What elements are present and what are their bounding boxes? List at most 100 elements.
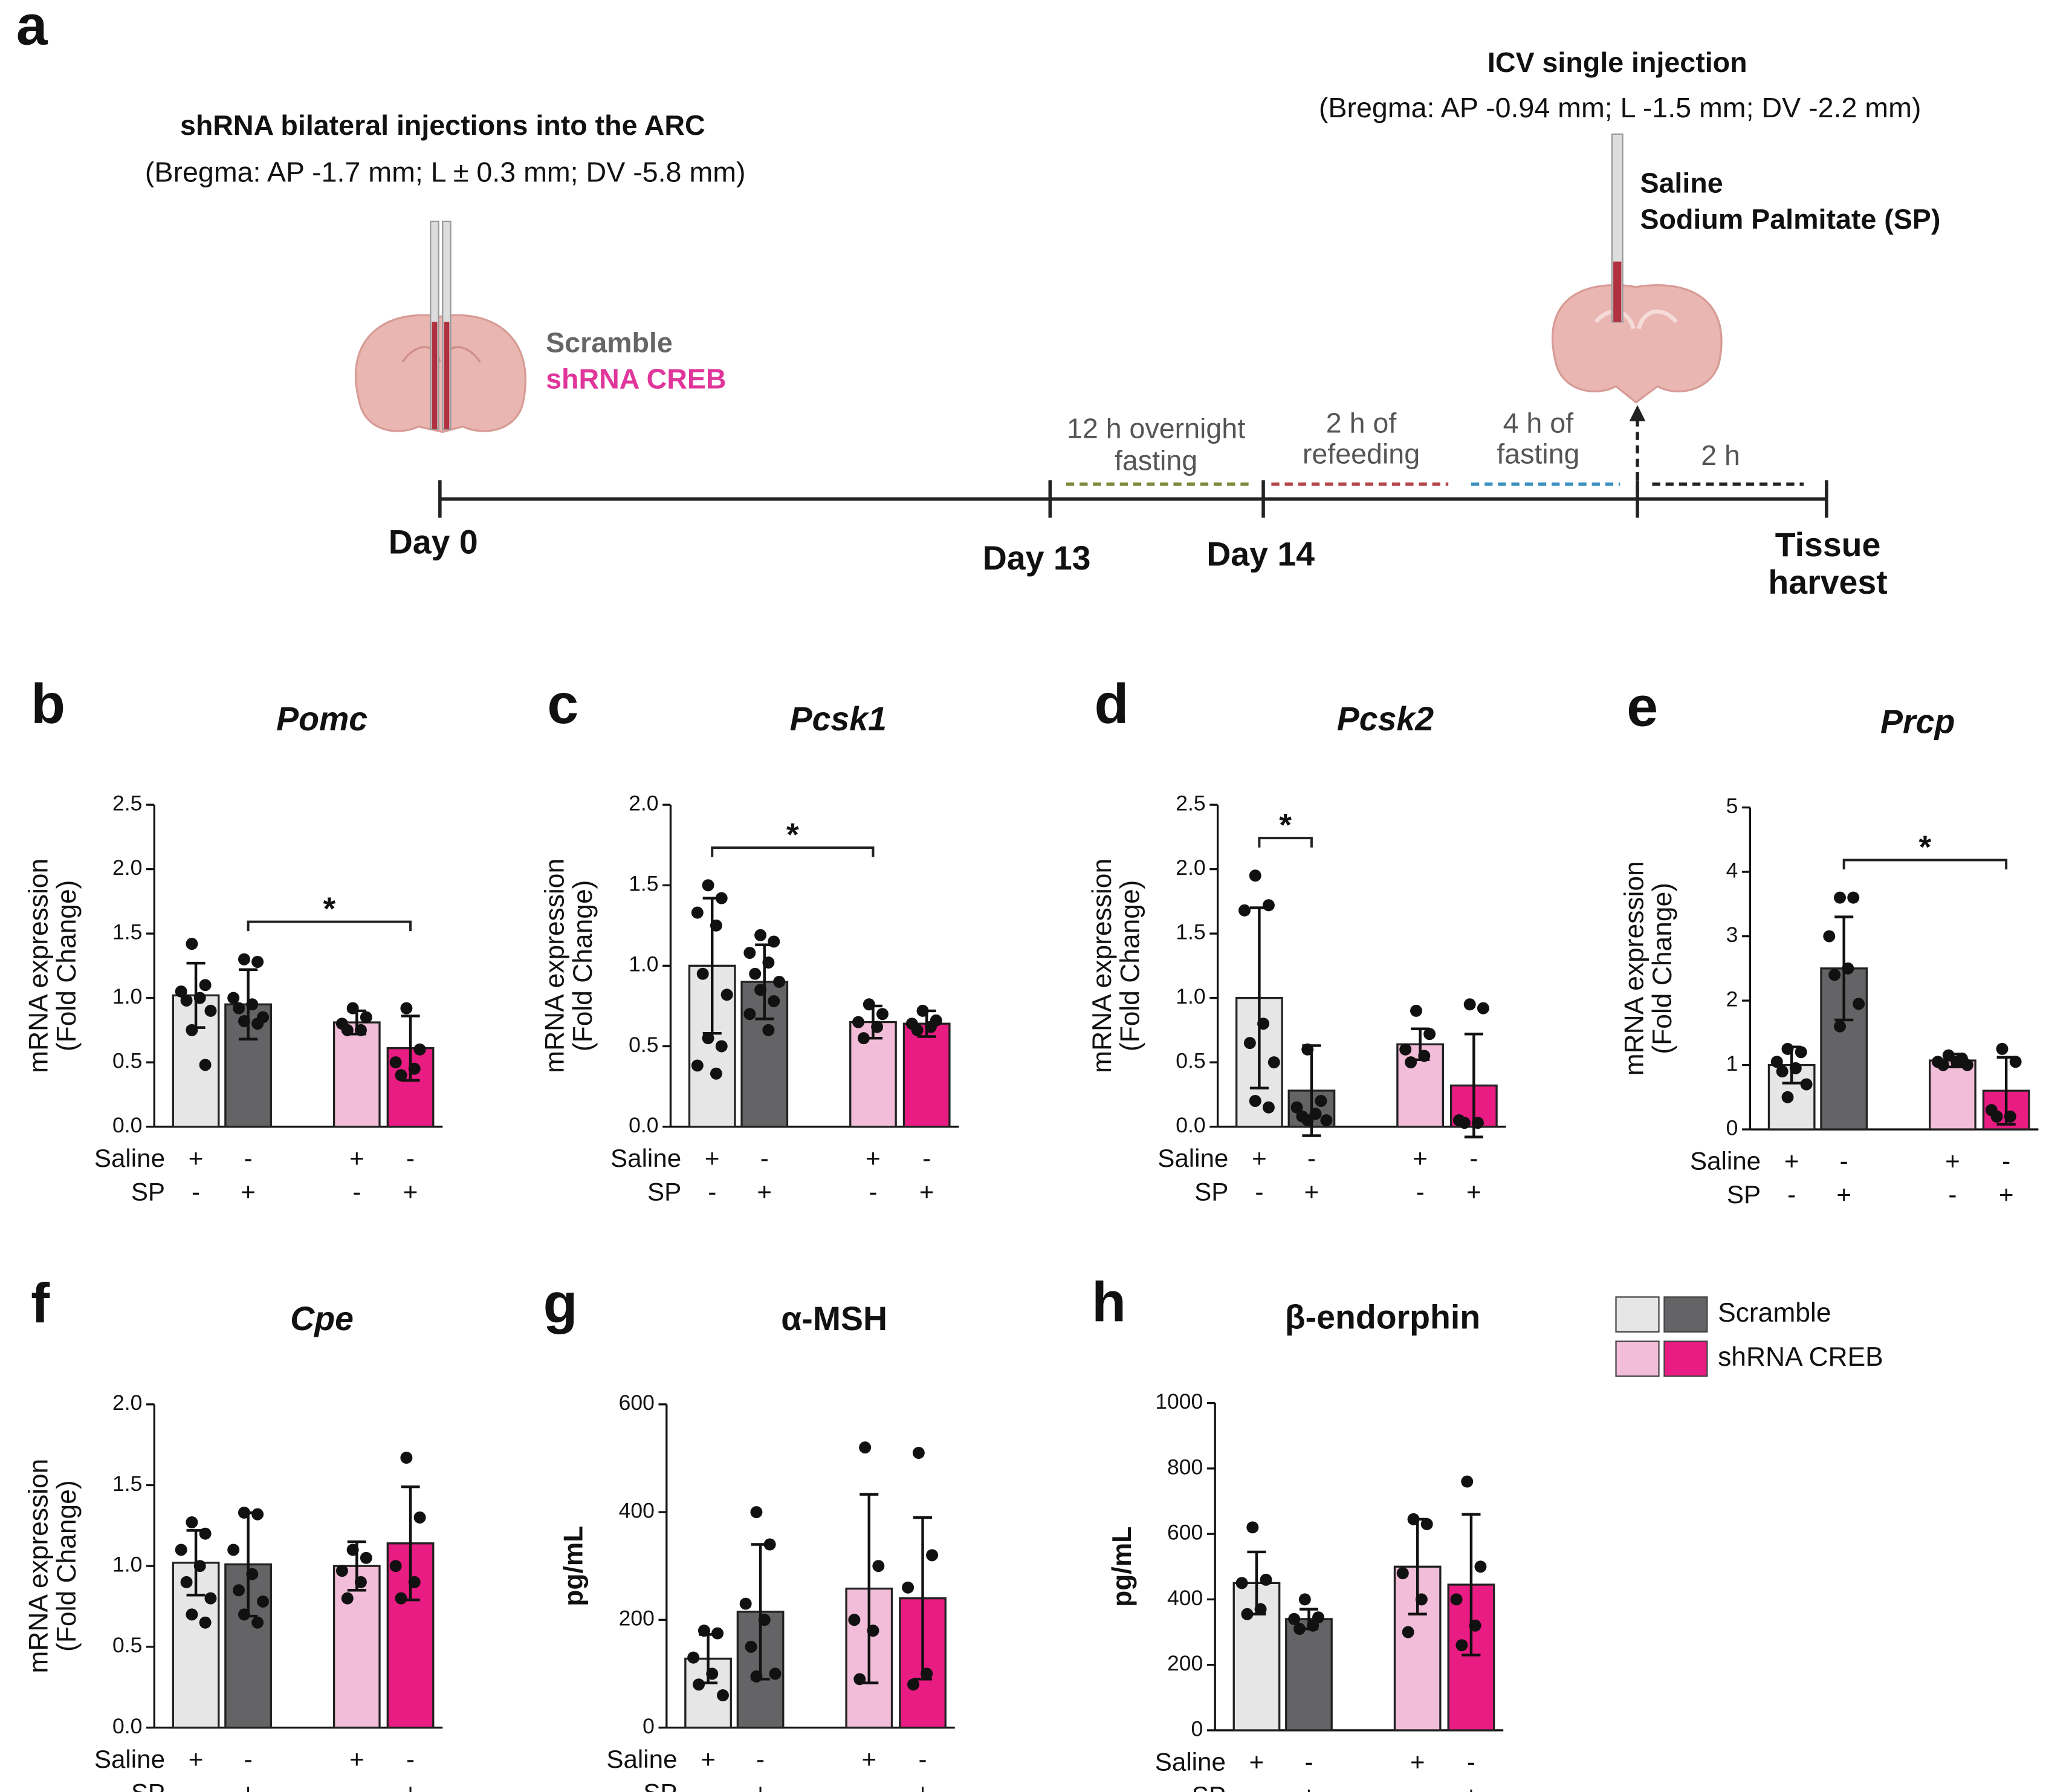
data-point bbox=[1477, 1002, 1489, 1014]
data-point bbox=[335, 1565, 348, 1577]
data-point bbox=[238, 1506, 250, 1519]
data-point bbox=[907, 1678, 919, 1691]
sp-sign: - bbox=[1787, 1180, 1796, 1209]
y-tick-label: 0.0 bbox=[112, 1113, 142, 1137]
data-point bbox=[1800, 1078, 1813, 1091]
y-axis-label: pg/mL bbox=[559, 1526, 589, 1606]
data-point bbox=[754, 929, 767, 941]
sp-sign: - bbox=[352, 1779, 361, 1792]
data-point bbox=[758, 1614, 771, 1626]
bar bbox=[1393, 1565, 1442, 1732]
data-point bbox=[749, 967, 762, 980]
saline-sign: + bbox=[861, 1745, 876, 1773]
sp-sign: - bbox=[1948, 1180, 1957, 1209]
data-point bbox=[693, 1678, 705, 1691]
brain-left bbox=[355, 220, 526, 433]
panel-letter: g bbox=[543, 1272, 578, 1335]
data-point bbox=[251, 955, 264, 968]
data-point bbox=[1795, 1046, 1807, 1059]
data-point bbox=[1847, 891, 1860, 904]
data-point bbox=[1298, 1593, 1311, 1606]
data-point bbox=[1823, 930, 1836, 943]
legend-swatch bbox=[1615, 1296, 1660, 1333]
saline-sign: + bbox=[1945, 1147, 1960, 1175]
saline-sign: - bbox=[1467, 1748, 1475, 1776]
arrow-head bbox=[1629, 405, 1646, 421]
data-point bbox=[716, 1689, 729, 1702]
chart-title: Prcp bbox=[1880, 703, 1955, 741]
data-point bbox=[1951, 1056, 1963, 1068]
y-tick-label: 2.0 bbox=[112, 1391, 142, 1415]
y-tick-label: 600 bbox=[619, 1391, 655, 1415]
row-label: Saline bbox=[94, 1745, 165, 1773]
sp-sign: + bbox=[1836, 1180, 1851, 1209]
icv-title: ICV single injection bbox=[1488, 47, 1747, 78]
data-point bbox=[720, 989, 733, 1001]
data-point bbox=[745, 1640, 757, 1653]
chart-title: Pcsk2 bbox=[1337, 700, 1434, 738]
data-point bbox=[853, 1673, 866, 1686]
data-point bbox=[1243, 1037, 1256, 1050]
data-point bbox=[1458, 1117, 1471, 1129]
row-label: SP bbox=[131, 1178, 165, 1206]
data-point bbox=[400, 1452, 413, 1464]
chart-title: β-endorphin bbox=[1285, 1299, 1480, 1336]
row-label: Saline bbox=[1690, 1147, 1761, 1175]
data-point bbox=[911, 1024, 924, 1036]
data-point bbox=[1461, 1475, 1474, 1488]
data-point bbox=[233, 1584, 245, 1597]
end-label: harvest bbox=[1768, 563, 1887, 601]
y-tick-label: 1.0 bbox=[112, 1553, 142, 1577]
data-point bbox=[246, 1568, 259, 1580]
data-point bbox=[1309, 1108, 1322, 1120]
y-tick-label: 200 bbox=[619, 1606, 655, 1631]
bar bbox=[386, 1542, 435, 1729]
sp-sign: - bbox=[1255, 1178, 1263, 1206]
data-point bbox=[186, 1608, 198, 1621]
sp-sign: + bbox=[1301, 1781, 1316, 1792]
data-point bbox=[754, 984, 767, 996]
saline-sign: - bbox=[2002, 1147, 2010, 1175]
sp-sign: - bbox=[192, 1178, 200, 1206]
data-point bbox=[354, 1024, 367, 1036]
legend-swatch bbox=[1663, 1340, 1708, 1377]
data-point bbox=[193, 992, 206, 1004]
data-point bbox=[1235, 1577, 1248, 1589]
y-tick-label: 1.5 bbox=[629, 872, 658, 896]
y-tick-label: 200 bbox=[1167, 1651, 1203, 1675]
saline-sign: + bbox=[1410, 1748, 1425, 1776]
data-point bbox=[1463, 998, 1476, 1011]
sp-sign: + bbox=[919, 1178, 934, 1206]
data-point bbox=[739, 1597, 752, 1610]
data-point bbox=[1288, 1612, 1301, 1625]
y-axis-label: mRNA expression bbox=[1087, 859, 1117, 1073]
phase-label: refeeding bbox=[1303, 438, 1420, 470]
y-tick-label: 1.0 bbox=[1176, 984, 1205, 1008]
arc-coords: (Bregma: AP -1.7 mm; L ± 0.3 mm; DV -5.8… bbox=[145, 157, 746, 188]
data-point bbox=[413, 1043, 426, 1056]
chart-title: Pomc bbox=[276, 700, 367, 738]
data-point bbox=[1241, 1608, 1254, 1620]
data-point bbox=[227, 1544, 240, 1556]
saline-sign: + bbox=[1249, 1748, 1264, 1776]
saline-sign: - bbox=[406, 1144, 415, 1172]
data-point bbox=[916, 1004, 929, 1017]
data-point bbox=[246, 998, 259, 1011]
panel-letter: h bbox=[1092, 1270, 1126, 1333]
data-point bbox=[1267, 1056, 1280, 1069]
row-label: Saline bbox=[606, 1745, 677, 1773]
data-point bbox=[413, 1511, 426, 1524]
data-point bbox=[859, 1441, 872, 1454]
data-point bbox=[926, 1549, 939, 1562]
data-point bbox=[389, 1560, 402, 1573]
y-tick-label: 0.0 bbox=[1176, 1113, 1205, 1137]
data-point bbox=[902, 1581, 915, 1594]
data-point bbox=[1238, 904, 1251, 917]
significance-bracket bbox=[711, 846, 875, 857]
y-tick-label: 2.0 bbox=[629, 791, 658, 816]
phase-label: 12 h overnight bbox=[1067, 412, 1245, 444]
data-point bbox=[1450, 1593, 1463, 1606]
sp-sign: + bbox=[1464, 1781, 1479, 1792]
data-point bbox=[1249, 1095, 1261, 1107]
